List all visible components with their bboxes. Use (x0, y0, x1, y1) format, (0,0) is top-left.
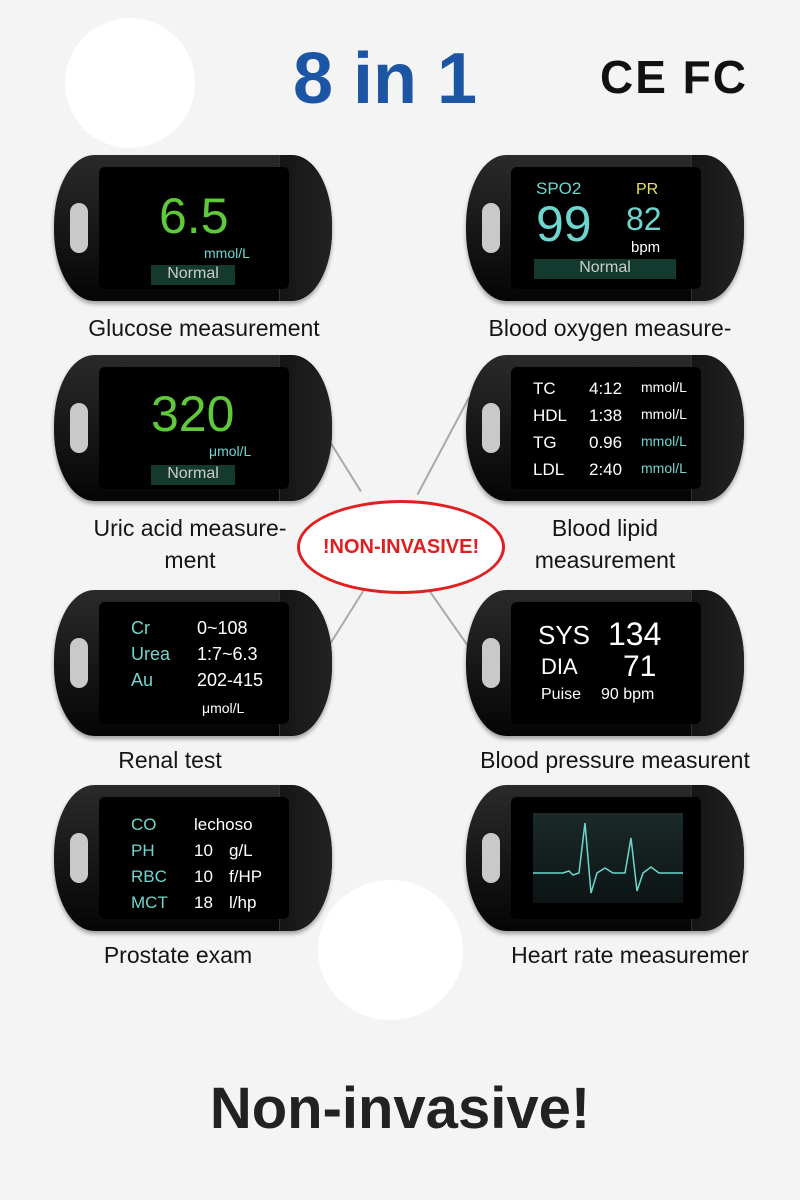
device-screen: μmol/L Cr 0~108 Urea 1:7~6.3 Au 202-415 (99, 602, 289, 724)
spo2-value: 99 (536, 196, 592, 252)
label-line: Uric acid measure- (93, 515, 287, 541)
blood_lipid-value: 0.96 (589, 433, 623, 452)
device-screen (511, 797, 701, 919)
device-screen: 6.5 mmol/L Normal (99, 167, 289, 289)
status-badge: Normal (151, 265, 235, 285)
status-badge: Normal (534, 259, 676, 279)
white-blob (318, 880, 463, 1020)
heart-rate-device (466, 785, 744, 931)
glucose-unit: mmol/L (204, 245, 250, 261)
blood_lipid-value: 2:40 (589, 460, 623, 479)
device-button (70, 833, 88, 883)
device-button (482, 833, 500, 883)
renal-name: Cr (131, 618, 150, 638)
device-screen: CO lechoso PH 10 g/L RBC 10 f/HP MCT 18 l/hp (99, 797, 289, 919)
device-button (482, 403, 500, 453)
blood_lipid-name: HDL (533, 406, 568, 425)
sys-value: 134 (608, 616, 662, 652)
uric-acid-value: 320 (151, 386, 235, 442)
sys-label: SYS (538, 620, 591, 650)
pr-label: PR (636, 181, 659, 198)
renal-value: 1:7~6.3 (197, 644, 258, 664)
glucose-value: 6.5 (159, 188, 229, 244)
prostate-name: MCT (131, 893, 168, 912)
label-line: measurement (534, 547, 676, 573)
spo2-label: SPO2 (536, 179, 582, 198)
blood_lipid-value: 4:12 (589, 379, 623, 398)
status-badge: Normal (151, 465, 235, 485)
glucose-device: 6.5 mmol/L Normal (54, 155, 332, 301)
pr-unit: bpm (631, 239, 661, 256)
device-button (70, 403, 88, 453)
non-invasive-badge: !NON-INVASIVE! (297, 500, 505, 594)
device-screen: SPO2 99 PR 82 bpm Normal (511, 167, 701, 289)
device-button (482, 638, 500, 688)
blood_lipid-unit: mmol/L (641, 460, 687, 476)
blood-pressure-device: SYS 134 DIA 71 Puise 90 bpm (466, 590, 744, 736)
blood-lipid-device: TC 4:12 mmol/L HDL 1:38 mmol/L TG 0.96 mmol/L LDL… (466, 355, 744, 501)
device-button (70, 638, 88, 688)
prostate-value: 18 (194, 893, 213, 912)
blood_lipid-unit: mmol/L (641, 406, 687, 422)
blood-oxygen-device: SPO2 99 PR 82 bpm Normal (466, 155, 744, 301)
pulse-label: Puise (541, 686, 582, 703)
renal-device: μmol/L Cr 0~108 Urea 1:7~6.3 Au 202-415 (54, 590, 332, 736)
connector-line (328, 440, 362, 492)
prostate-value: 10 (194, 841, 213, 860)
device-screen: 320 μmol/L Normal (99, 367, 289, 489)
connector-line (326, 588, 365, 650)
uric-acid-device: 320 μmol/L Normal (54, 355, 332, 501)
prostate-device: CO lechoso PH 10 g/L RBC 10 f/HP MCT 18 l/hp (54, 785, 332, 931)
prostate-value: lechoso (194, 815, 253, 834)
blood_lipid-name: TC (533, 379, 556, 398)
glucose-label: Glucose measurement (88, 315, 320, 341)
blood_lipid-unit: mmol/L (641, 379, 687, 395)
prostate-name: CO (131, 815, 157, 834)
renal-value: 0~108 (197, 618, 248, 638)
device-screen: SYS 134 DIA 71 Puise 90 bpm (511, 602, 701, 724)
renal-unit: μmol/L (202, 700, 245, 716)
blood_lipid-name: TG (533, 433, 557, 452)
connector-line (416, 397, 470, 496)
blood-pressure-label: Blood pressure measurent (480, 747, 750, 773)
blood_lipid-name: LDL (533, 460, 565, 479)
certification-logos: CE FC (600, 51, 748, 103)
label-line: Blood lipid (551, 515, 659, 541)
prostate-name: PH (131, 841, 155, 860)
dia-label: DIA (541, 654, 578, 679)
footer-slogan: Non-invasive! (209, 1076, 591, 1141)
renal-name: Urea (131, 644, 171, 664)
uric-acid-label: Uric acid measure-ment (40, 512, 340, 576)
renal-label: Renal test (118, 747, 222, 773)
device-button (482, 203, 500, 253)
heart-rate-label: Heart rate measuremer (511, 942, 749, 968)
uric-acid-unit: μmol/L (209, 443, 252, 459)
blood_lipid-unit: mmol/L (641, 433, 687, 449)
ecg-waveform-icon (533, 813, 683, 903)
device-screen: TC 4:12 mmol/L HDL 1:38 mmol/L TG 0.96 mmol/L LDL… (511, 367, 701, 489)
prostate-name: RBC (131, 867, 167, 886)
prostate-unit: l/hp (229, 893, 257, 912)
prostate-unit: f/HP (229, 867, 263, 886)
dia-value: 71 (623, 650, 657, 683)
renal-value: 202-415 (197, 670, 264, 690)
blood_lipid-value: 1:38 (589, 406, 623, 425)
prostate-value: 10 (194, 867, 213, 886)
pulse-value: 90 bpm (601, 686, 655, 703)
blood-oxygen-label: Blood oxygen measure- (488, 315, 732, 341)
prostate-unit: g/L (229, 841, 253, 860)
pr-value: 82 (626, 201, 662, 237)
label-line: ment (164, 547, 216, 573)
blood-lipid-label: Blood lipid measurement (455, 512, 755, 576)
prostate-label: Prostate exam (103, 942, 253, 968)
renal-name: Au (131, 670, 154, 690)
white-blob (65, 18, 195, 148)
page-title: 8 in 1 (292, 39, 478, 119)
device-button (70, 203, 88, 253)
